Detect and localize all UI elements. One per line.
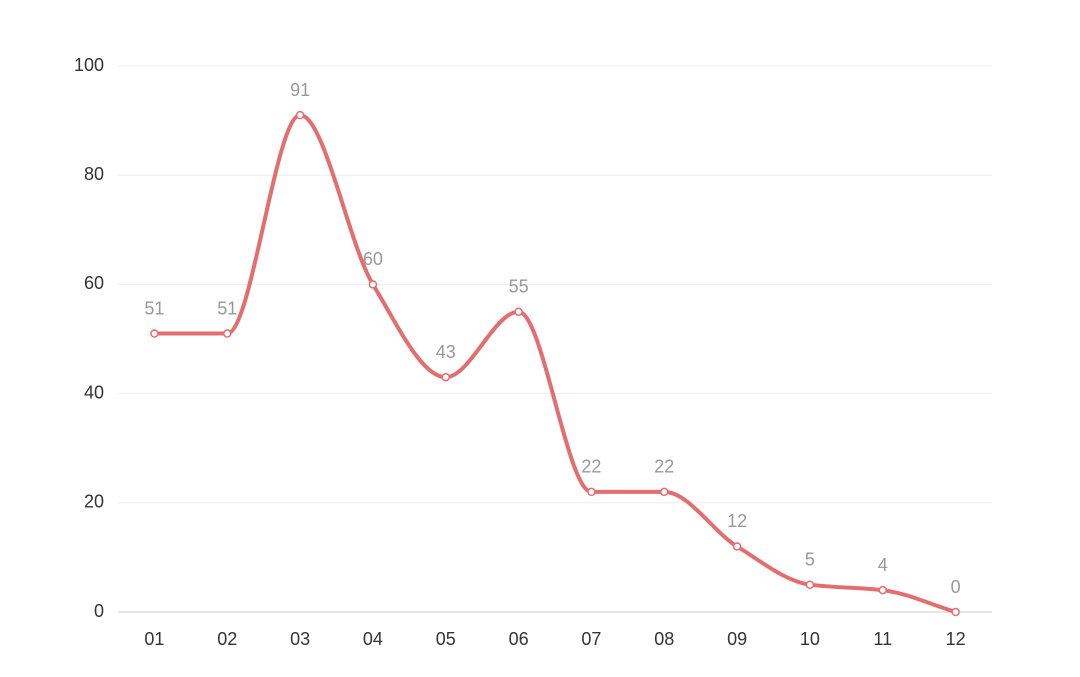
x-tick-label: 04 (363, 629, 383, 649)
point (150, 329, 159, 338)
x-tick-label: 02 (217, 629, 237, 649)
value-label: 0 (951, 577, 961, 597)
value-label: 55 (509, 276, 529, 296)
value-label: 91 (290, 80, 310, 100)
y-tick-label: 0 (94, 601, 104, 621)
value-label: 60 (363, 249, 383, 269)
x-tick-label: 06 (509, 629, 529, 649)
x-tick-label: 09 (727, 629, 747, 649)
value-label: 51 (217, 298, 237, 318)
value-label: 43 (436, 342, 456, 362)
y-tick-label: 40 (84, 382, 104, 402)
point (805, 580, 815, 589)
y-tick-label: 20 (84, 492, 104, 512)
x-tick-label: 12 (946, 629, 966, 649)
point (587, 487, 596, 497)
x-tick-label: 10 (800, 629, 820, 649)
line (154, 113, 957, 614)
value-label: 5 (805, 549, 815, 569)
point (878, 585, 887, 595)
point (951, 607, 960, 617)
value-label: 4 (878, 555, 888, 575)
point (732, 542, 742, 551)
point (223, 329, 232, 338)
y-tick-label: 60 (84, 273, 104, 293)
point (295, 110, 305, 120)
point (368, 280, 378, 289)
value-label: 22 (654, 457, 674, 477)
x-tick-label: 01 (144, 629, 164, 649)
point (660, 487, 669, 497)
point (514, 307, 523, 316)
x-tick-label: 08 (654, 629, 674, 649)
value-label: 12 (727, 511, 747, 531)
value-label: 51 (144, 298, 164, 318)
y-tick-label: 100 (74, 55, 104, 75)
x-tick-label: 05 (436, 629, 456, 649)
point (441, 372, 450, 382)
x-tick-label: 11 (873, 629, 892, 649)
x-tick-label: 03 (290, 629, 310, 649)
x-tick-label: 07 (581, 629, 601, 649)
value-label: 22 (581, 457, 601, 477)
y-tick-label: 80 (84, 164, 104, 184)
